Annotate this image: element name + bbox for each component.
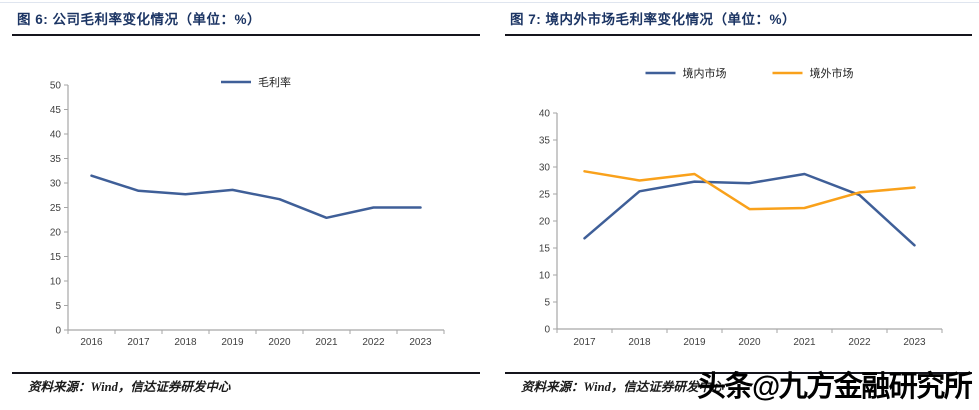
x-tick-label: 2020: [738, 337, 761, 348]
y-tick-label: 35: [50, 154, 62, 165]
x-tick-label: 2023: [409, 337, 432, 348]
y-tick-label: 20: [50, 228, 62, 239]
y-tick-label: 30: [539, 163, 551, 174]
y-tick-label: 50: [50, 81, 62, 92]
source-divider: [505, 372, 972, 374]
x-tick-label: 2020: [268, 337, 291, 348]
legend-label-0: 境内市场: [683, 66, 727, 80]
x-tick-label: 2019: [221, 337, 244, 348]
x-tick-label: 2018: [174, 337, 197, 348]
y-tick-label: 45: [50, 105, 62, 116]
x-tick-label: 2021: [315, 337, 338, 348]
x-tick-label: 2019: [683, 337, 706, 348]
source-note: 资料来源：Wind，信达证券研发中心: [521, 380, 724, 394]
series-line-1: [583, 170, 916, 211]
figure-left: 图 6: 公司毛利率变化情况（单位：%） 0 5 10 15 20 25 30 35 40 45 5…: [12, 6, 480, 406]
y-tick-label: 20: [539, 217, 551, 228]
domestic-overseas-margin-line-chart: 0 5 10 15 20 25 30 35 40 2017 2018 2019 2020 2021 2022…: [539, 66, 943, 348]
y-tick-label: 40: [539, 109, 551, 120]
y-tick-label: 5: [55, 301, 61, 312]
legend-label-1: 境外市场: [810, 66, 854, 80]
figure-title: 图 6: 公司毛利率变化情况（单位：%）: [17, 12, 262, 27]
y-tick-label: 30: [50, 179, 62, 190]
gross-margin-line-chart: 0 5 10 15 20 25 30 35 40 45 50 2016 2017 2018 2019 2020…: [50, 75, 445, 348]
y-tick-label: 25: [539, 190, 551, 201]
x-tick-label: 2016: [80, 337, 103, 348]
y-tick-label: 0: [544, 325, 550, 336]
figure-title: 图 7: 境内外市场毛利率变化情况（单位：%）: [510, 12, 797, 27]
title-divider: [505, 34, 972, 36]
y-tick-label: 10: [50, 277, 62, 288]
x-tick-label: 2022: [848, 337, 871, 348]
watermark: 头条@九方金融研究所: [697, 371, 973, 403]
x-tick-label: 2018: [628, 337, 651, 348]
series-line-0: [583, 172, 916, 247]
y-tick-label: 5: [544, 298, 550, 309]
x-tick-label: 2017: [127, 337, 150, 348]
series-line-0: [90, 174, 422, 220]
y-tick-label: 0: [55, 326, 61, 337]
top-hairline: [0, 2, 979, 3]
y-tick-label: 25: [50, 203, 62, 214]
y-tick-label: 35: [539, 136, 551, 147]
source-divider: [12, 372, 480, 374]
y-tick-label: 10: [539, 271, 551, 282]
y-tick-label: 15: [539, 244, 551, 255]
x-tick-label: 2017: [573, 337, 596, 348]
x-tick-label: 2023: [903, 337, 926, 348]
figure-right: 图 7: 境内外市场毛利率变化情况（单位：%） 0 5 10 15 20 25 30 35 40…: [505, 6, 972, 406]
source-note: 资料来源：Wind，信达证券研发中心: [28, 380, 231, 394]
y-tick-label: 15: [50, 252, 62, 263]
legend-label-0: 毛利率: [258, 75, 291, 89]
title-divider: [12, 34, 480, 36]
x-tick-label: 2021: [793, 337, 816, 348]
x-tick-label: 2022: [362, 337, 385, 348]
y-tick-label: 40: [50, 130, 62, 141]
